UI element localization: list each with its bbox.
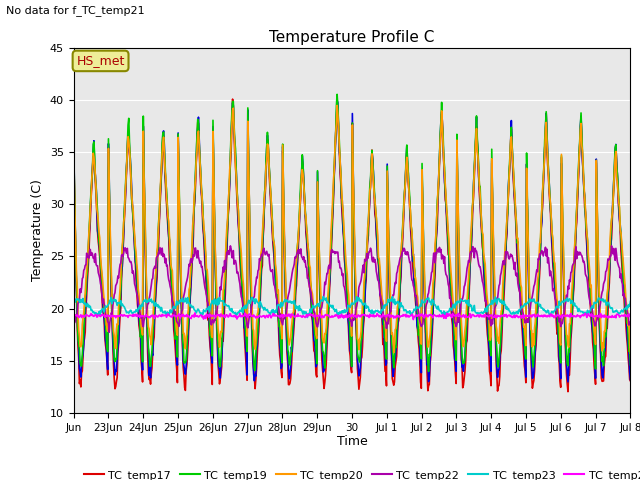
TC_temp22	[410, 285, 418, 290]
TC_temp23	[237, 309, 245, 314]
TC_temp22	[442, 267, 449, 273]
TC_temp23	[627, 299, 634, 304]
TC_temp24	[191, 310, 198, 316]
TC_temp17	[238, 292, 246, 298]
Y-axis label: Temperature (C): Temperature (C)	[31, 180, 44, 281]
TC_temp18	[237, 270, 245, 276]
Line: TC_temp24: TC_temp24	[74, 313, 630, 320]
TC_temp18	[70, 138, 77, 144]
TC_temp18	[442, 186, 449, 192]
TC_temp24	[627, 312, 634, 318]
Line: TC_temp20: TC_temp20	[74, 106, 630, 353]
TC_temp19	[237, 268, 245, 274]
Line: TC_temp17: TC_temp17	[74, 99, 630, 392]
TC_temp19	[425, 369, 433, 374]
TC_temp22	[136, 308, 143, 314]
Title: Temperature Profile C: Temperature Profile C	[269, 30, 435, 46]
TC_temp20	[265, 160, 273, 166]
TC_temp22	[70, 323, 77, 328]
TC_temp17	[228, 96, 236, 102]
TC_temp23	[303, 314, 311, 320]
TC_temp19	[265, 158, 273, 164]
TC_temp19	[135, 302, 143, 308]
TC_temp20	[70, 143, 77, 149]
TC_temp17	[135, 322, 143, 328]
TC_temp24	[442, 315, 450, 321]
TC_temp19	[442, 199, 450, 204]
TC_temp18	[333, 97, 341, 103]
TC_temp24	[238, 312, 246, 318]
TC_temp23	[411, 307, 419, 313]
Line: TC_temp23: TC_temp23	[74, 297, 630, 317]
TC_temp23	[135, 306, 143, 312]
TC_temp20	[237, 250, 245, 256]
TC_temp20	[286, 338, 294, 344]
TC_temp23	[286, 298, 294, 304]
TC_temp18	[265, 158, 273, 164]
TC_temp22	[106, 329, 113, 335]
TC_temp17	[627, 378, 634, 384]
TC_temp18	[627, 377, 634, 383]
TC_temp17	[266, 179, 273, 185]
TC_temp18	[410, 279, 418, 285]
X-axis label: Time: Time	[337, 435, 367, 448]
TC_temp19	[286, 362, 294, 368]
TC_temp22	[627, 319, 634, 324]
TC_temp24	[70, 312, 77, 318]
TC_temp20	[627, 350, 634, 356]
TC_temp19	[627, 362, 634, 368]
Text: No data for f_TC_temp21: No data for f_TC_temp21	[6, 5, 145, 16]
TC_temp24	[287, 315, 294, 321]
Legend: TC_temp17, TC_temp18, TC_temp19, TC_temp20, TC_temp22, TC_temp23, TC_temp24: TC_temp17, TC_temp18, TC_temp19, TC_temp…	[79, 466, 640, 480]
TC_temp17	[70, 137, 77, 143]
TC_temp17	[442, 197, 449, 203]
TC_temp22	[608, 243, 616, 249]
TC_temp20	[135, 292, 143, 298]
TC_temp18	[135, 315, 143, 321]
Text: HS_met: HS_met	[76, 54, 125, 67]
Line: TC_temp18: TC_temp18	[74, 100, 630, 382]
TC_temp19	[333, 92, 341, 97]
TC_temp17	[564, 389, 572, 395]
Line: TC_temp22: TC_temp22	[74, 246, 630, 332]
TC_temp18	[286, 371, 294, 376]
TC_temp22	[266, 261, 273, 266]
TC_temp22	[287, 279, 294, 285]
TC_temp19	[410, 263, 418, 269]
TC_temp24	[266, 312, 273, 318]
TC_temp20	[410, 255, 418, 261]
Line: TC_temp19: TC_temp19	[74, 95, 630, 372]
TC_temp22	[238, 296, 246, 301]
TC_temp20	[333, 103, 341, 108]
TC_temp23	[319, 294, 327, 300]
TC_temp24	[411, 314, 419, 320]
TC_temp23	[442, 310, 450, 315]
TC_temp24	[135, 312, 143, 318]
TC_temp23	[70, 301, 77, 307]
TC_temp23	[265, 310, 273, 316]
TC_temp17	[287, 376, 294, 382]
TC_temp24	[410, 317, 417, 323]
TC_temp19	[70, 134, 77, 140]
TC_temp18	[564, 379, 572, 385]
TC_temp17	[410, 277, 418, 283]
TC_temp20	[442, 183, 449, 189]
